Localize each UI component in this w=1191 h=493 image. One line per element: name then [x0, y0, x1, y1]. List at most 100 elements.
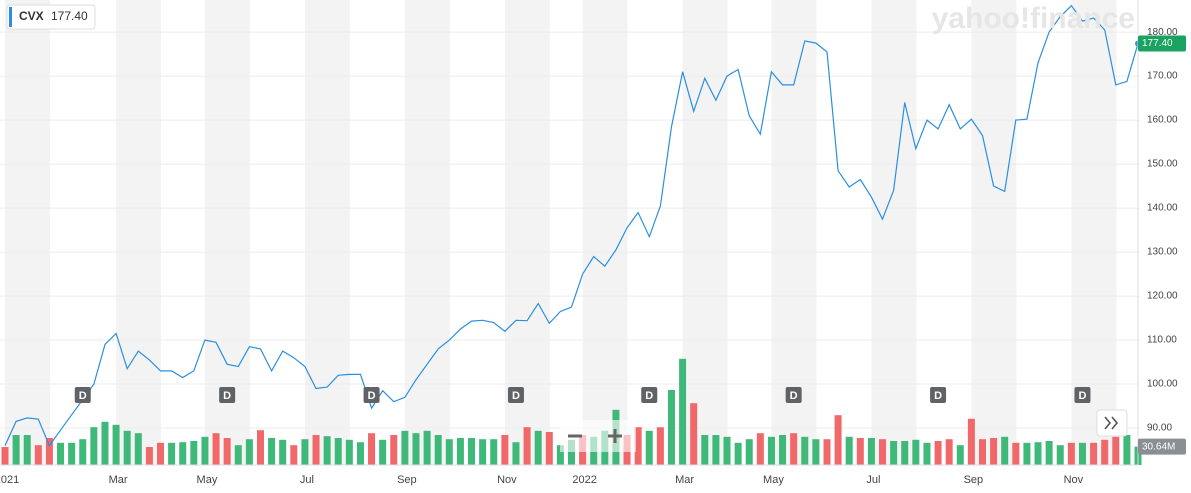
watermark: yahoo!finance [932, 2, 1135, 35]
volume-bar [523, 427, 531, 465]
volume-bar [701, 435, 709, 465]
volume-bar [68, 442, 76, 465]
x-tick-label: Mar [675, 474, 694, 486]
volume-bar [434, 435, 442, 465]
legend: CVX 177.40 [6, 4, 96, 30]
volume-bar [301, 439, 309, 465]
volume-bar [79, 439, 87, 465]
volume-bar [412, 433, 420, 465]
volume-bar [279, 439, 287, 465]
volume-bar [923, 442, 931, 465]
volume-bar [190, 441, 198, 465]
volume-bar [568, 439, 575, 465]
volume-bar [790, 433, 798, 465]
y-tick-label: 170.00 [1147, 71, 1178, 82]
y-tick-label: 180.00 [1147, 27, 1178, 38]
x-tick-label: Nov [1064, 474, 1084, 486]
event-box [507, 387, 524, 403]
event-box [641, 387, 658, 403]
volume-bar [57, 442, 65, 465]
volume-bar [45, 438, 53, 465]
zoom-controls[interactable] [560, 420, 636, 452]
volume-bar [890, 441, 898, 465]
month-band [582, 0, 628, 465]
legend-symbol: CVX [19, 9, 44, 23]
month-band [304, 0, 350, 465]
scroll-button[interactable] [1096, 409, 1128, 437]
month-band [971, 0, 1017, 465]
volume-bar [634, 427, 642, 465]
event-box [930, 387, 947, 403]
volume-bar [1045, 441, 1053, 465]
volume-bar [534, 430, 542, 465]
volume-bar [1001, 436, 1009, 465]
legend-box [6, 4, 96, 30]
volume-bar [23, 435, 31, 465]
volume-bar [1023, 442, 1031, 465]
volume-bar [1123, 435, 1131, 465]
volume-bar [334, 438, 342, 465]
event-label: D [790, 390, 798, 402]
value-tag-box [1138, 438, 1186, 455]
volume-bar [501, 435, 509, 465]
event-label: D [512, 390, 520, 402]
volume-bar [479, 439, 487, 465]
volume-bar [734, 442, 742, 465]
event-label: D [1078, 390, 1086, 402]
y-tick-label: 90.00 [1147, 423, 1172, 434]
volume-bar [490, 439, 498, 465]
volume-bar [345, 439, 353, 465]
volume-bar [179, 442, 187, 465]
volume-bar [723, 436, 731, 465]
legend-swatch [9, 7, 12, 27]
volume-bar [123, 430, 131, 465]
price-line [4, 4, 1139, 447]
volume-bar [901, 441, 909, 465]
volume-bar [779, 435, 787, 465]
volume-bar [145, 447, 153, 465]
volume-bar [845, 436, 853, 465]
volume-bar [423, 430, 431, 465]
volume-bar [368, 433, 376, 465]
month-band [116, 0, 162, 465]
volume-bar [867, 438, 875, 465]
volume-bar [90, 427, 98, 465]
y-tick-label: 130.00 [1147, 247, 1178, 258]
x-tick-label: Jul [866, 474, 880, 486]
volume-bar [712, 435, 720, 465]
volume-bar [212, 433, 220, 465]
value-tag-label: 30.64M [1142, 441, 1175, 452]
volume-bar [168, 442, 176, 465]
volume-bar [112, 424, 120, 465]
axis-value-tag: 177.40 [1138, 35, 1186, 52]
volume-bar [1012, 442, 1020, 465]
scroll-box[interactable] [1096, 409, 1128, 437]
x-tick-label: Sep [964, 474, 984, 486]
x-tick-label: Mar [109, 474, 128, 486]
event-box [363, 387, 380, 403]
volume-bar [356, 442, 364, 465]
scroll-icon [1104, 416, 1119, 430]
y-tick-label: 120.00 [1147, 291, 1178, 302]
volume-bar [545, 432, 553, 465]
volume-bar [934, 441, 942, 465]
volume-bar [468, 438, 476, 465]
month-band [682, 0, 728, 465]
volume-bar [990, 438, 998, 465]
event-box [1074, 387, 1091, 403]
volume-bar [1112, 436, 1120, 465]
volume-bar [945, 439, 953, 465]
volume-bar [645, 430, 653, 465]
volume-bar [201, 436, 209, 465]
volume-bar [379, 439, 387, 465]
month-band [5, 0, 50, 465]
volume-bar [823, 439, 831, 465]
value-tag-box [1138, 35, 1186, 52]
y-tick-label: 140.00 [1147, 203, 1178, 214]
volume-bar [390, 435, 398, 465]
y-tick-label: 110.00 [1147, 335, 1177, 346]
x-tick-label: May [197, 474, 218, 486]
volume-bar [956, 445, 964, 465]
volume-bar [967, 418, 975, 465]
